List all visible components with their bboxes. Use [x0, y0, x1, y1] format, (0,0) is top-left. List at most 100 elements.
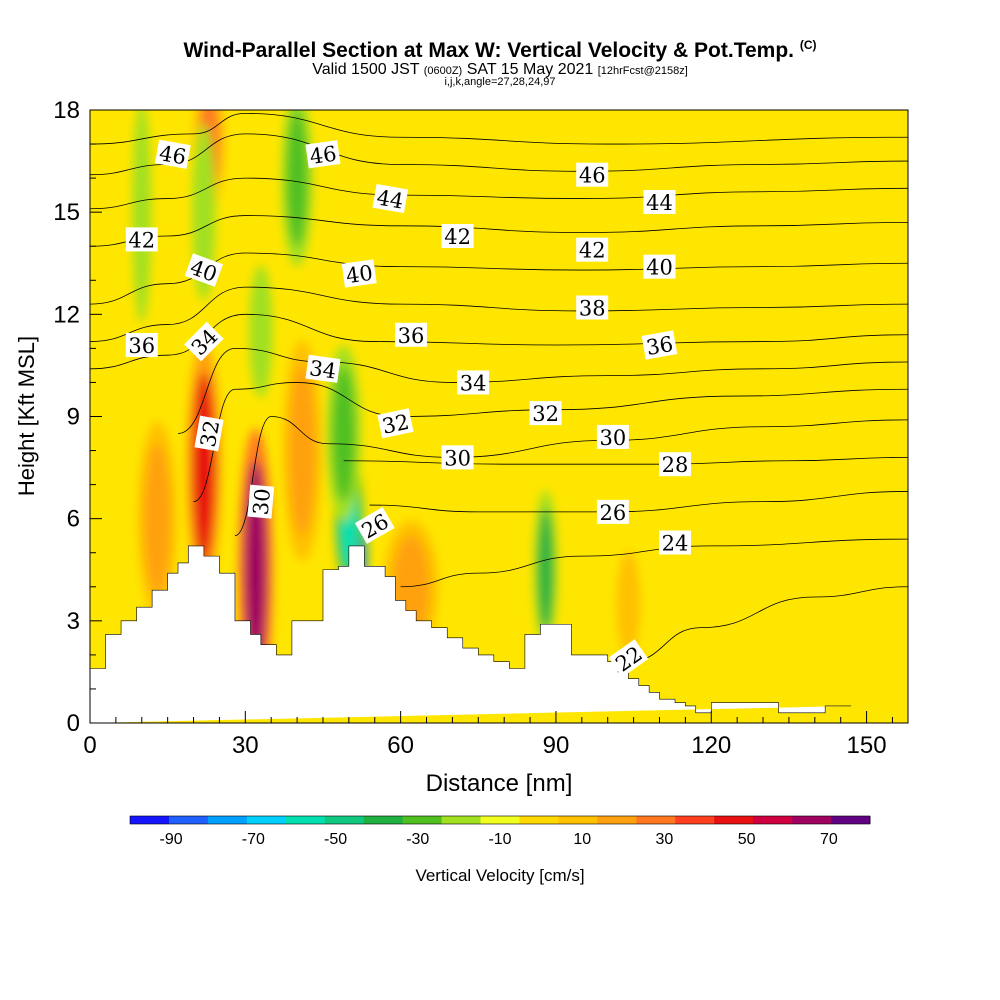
colorbar-swatch-18: [831, 816, 871, 824]
velocity-core-14: [620, 562, 637, 645]
colorbar-swatch-4: [285, 816, 326, 824]
colorbar-swatch-13: [636, 816, 676, 824]
colorbar-tick-10: 10: [573, 831, 591, 848]
y-tick-0: 0: [67, 710, 80, 737]
colorbar-label: Vertical Velocity [cm/s]: [415, 866, 584, 885]
contour-label-3: 44: [372, 183, 409, 214]
colorbar-swatch-2: [207, 816, 248, 824]
x-tick-120: 120: [691, 732, 731, 759]
section-params: i,j,k,angle=27,28,24,97: [444, 76, 556, 88]
contour-label-17: 34: [457, 370, 490, 395]
velocity-core-12: [253, 280, 269, 383]
svg-text:36: 36: [398, 324, 425, 348]
colorbar-swatch-9: [480, 816, 520, 824]
svg-text:30: 30: [444, 446, 471, 470]
forecast-info: [12hrFcst@2158z]: [597, 65, 688, 77]
y-tick-3: 3: [67, 608, 80, 635]
utc-time: (0600Z): [423, 65, 463, 77]
colorbar-swatch-3: [246, 816, 287, 824]
svg-text:40: 40: [344, 261, 374, 288]
x-tick-150: 150: [847, 732, 887, 759]
contour-label-18: 32: [194, 415, 224, 452]
forecast-date: SAT 15 May 2021: [466, 61, 594, 78]
colorbar-swatch-5: [324, 816, 365, 824]
colorbar-tick-70: 70: [820, 831, 838, 848]
velocity-core-3: [144, 443, 171, 594]
velocity-core-10: [196, 144, 212, 281]
contour-label-0: 46: [154, 139, 191, 169]
contour-label-9: 40: [341, 259, 377, 288]
colorbar-swatch-16: [753, 816, 793, 824]
svg-text:32: 32: [380, 410, 411, 439]
contour-label-13: 36: [394, 322, 427, 348]
colorbar-swatch-15: [714, 816, 754, 824]
contour-label-7: 42: [576, 237, 609, 263]
svg-text:46: 46: [157, 141, 187, 169]
isentrope-24: [400, 538, 908, 588]
x-tick-90: 90: [543, 732, 570, 759]
chart-subtitle: Valid 1500 JST (0600Z) SAT 15 May 2021 […: [0, 61, 1000, 79]
contour-label-23: 30: [596, 424, 629, 450]
colorbar-swatch-14: [675, 816, 715, 824]
colorbar: -90 -70 -50 -30 -10 10 30 50 70: [129, 815, 871, 848]
contour-label-14: 36: [641, 330, 678, 360]
svg-text:24: 24: [662, 532, 689, 556]
contour-label-10: 40: [643, 254, 676, 280]
svg-text:46: 46: [308, 142, 338, 169]
isentrope-32: [193, 382, 908, 503]
colorbar-tick--70: -70: [242, 831, 265, 848]
chart-title: Wind-Parallel Section at Max W: Vertical…: [183, 38, 817, 62]
svg-text:46: 46: [579, 164, 606, 188]
x-tick-0: 0: [83, 732, 96, 759]
y-tick-15: 15: [53, 199, 80, 226]
contour-label-4: 44: [643, 189, 676, 215]
y-tick-18: 18: [53, 97, 80, 124]
x-tick-60: 60: [387, 732, 414, 759]
colorbar-tick-30: 30: [656, 831, 674, 848]
isentrope-top: [90, 113, 908, 145]
contour-label-26: 26: [596, 499, 629, 525]
svg-text:36: 36: [644, 332, 674, 360]
colorbar-tick--90: -90: [160, 831, 183, 848]
contour-label-2: 46: [576, 162, 609, 188]
x-tick-30: 30: [232, 732, 259, 759]
svg-text:44: 44: [375, 185, 405, 213]
colorbar-swatch-0: [130, 816, 170, 824]
colorbar-swatch-12: [597, 816, 637, 824]
velocity-core-9: [286, 110, 308, 247]
svg-text:34: 34: [308, 356, 338, 383]
colorbar-swatch-10: [519, 816, 559, 824]
velocity-core-0: [192, 372, 216, 563]
colorbar-tick--30: -30: [406, 831, 429, 848]
isentrope-44: [90, 177, 908, 210]
colorbar-tick-50: 50: [738, 831, 756, 848]
svg-text:30: 30: [249, 487, 275, 516]
title-suffix: (C): [799, 38, 817, 52]
contour-label-21: 30: [247, 484, 275, 519]
svg-text:42: 42: [128, 228, 155, 252]
contour-label-22: 30: [441, 445, 474, 470]
isentrope-38: [90, 286, 908, 342]
colorbar-swatch-11: [558, 816, 598, 824]
velocity-core-8: [537, 508, 554, 632]
svg-text:34: 34: [460, 371, 487, 395]
colorbar-swatch-1: [168, 816, 209, 824]
svg-text:32: 32: [532, 402, 559, 426]
colorbar-swatch-17: [792, 816, 832, 824]
velocity-core-4: [289, 365, 316, 536]
isentrope-30: [234, 416, 908, 537]
contour-label-19: 32: [377, 408, 414, 439]
svg-text:42: 42: [444, 225, 471, 249]
contour-label-1: 46: [305, 140, 341, 169]
colorbar-swatch-7: [402, 816, 443, 824]
contour-label-16: 34: [305, 354, 341, 384]
svg-text:32: 32: [196, 418, 224, 448]
contour-label-27: 24: [659, 530, 692, 556]
y-tick-6: 6: [67, 506, 80, 533]
svg-text:36: 36: [128, 334, 155, 358]
y-axis-label: Height [Kft MSL]: [14, 336, 39, 496]
svg-text:26: 26: [600, 501, 627, 525]
contour-label-6: 42: [441, 224, 474, 249]
valid-prefix: Valid 1500 JST: [312, 61, 420, 78]
